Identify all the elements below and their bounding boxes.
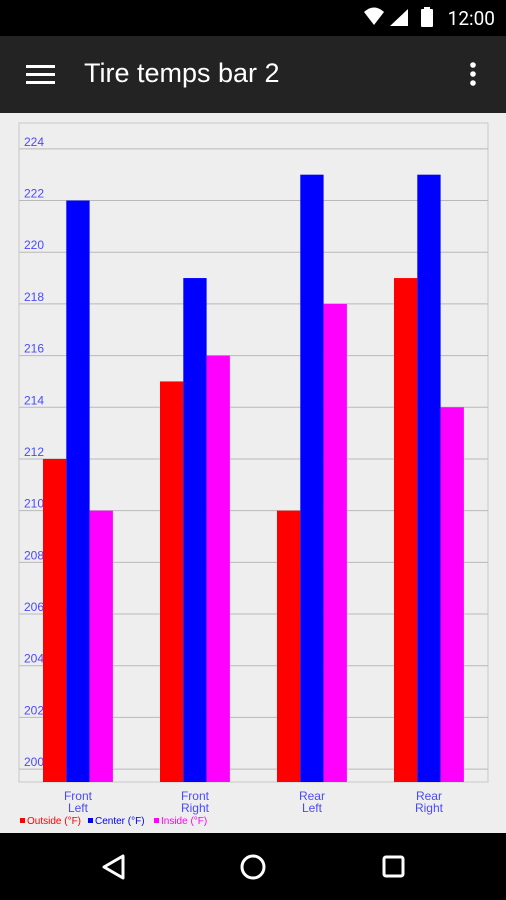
status-time: 12:00: [447, 7, 495, 30]
battery-icon: [421, 7, 433, 27]
x-tick-label: Left: [302, 801, 323, 815]
y-tick-label: 222: [24, 187, 44, 201]
bar: [183, 278, 207, 782]
legend-swatch: [88, 818, 93, 823]
bar: [394, 278, 418, 782]
y-tick-label: 204: [24, 652, 44, 666]
y-tick-label: 200: [24, 755, 44, 769]
bar: [43, 458, 67, 782]
chart-area: 200 202 204 206 208 210 212 214 216 218 220 222 224 F…: [0, 113, 506, 833]
x-tick-label: Left: [68, 801, 89, 815]
status-icons: [364, 7, 433, 27]
bar: [206, 355, 230, 782]
y-tick-label: 206: [24, 600, 44, 614]
x-tick-label: Front: [64, 789, 93, 803]
status-bar: 12:00: [0, 0, 506, 36]
page-title: Tire temps bar 2: [84, 58, 280, 88]
navigation-bar: [0, 833, 506, 900]
bar: [300, 174, 324, 782]
app-bar: Tire temps bar 2: [0, 36, 506, 113]
bar: [417, 174, 441, 782]
bar: [440, 407, 464, 782]
y-tick-label: 216: [24, 342, 44, 356]
x-tick-label: Rear: [299, 789, 325, 803]
y-tick-label: 212: [24, 445, 44, 459]
y-tick-label: 202: [24, 703, 44, 717]
bar-chart: 200 202 204 206 208 210 212 214 216 218 220 222 224 F…: [18, 122, 489, 827]
y-tick-label: 210: [24, 497, 44, 511]
hamburger-menu-icon[interactable]: [12, 36, 72, 113]
bar: [277, 510, 301, 782]
x-tick-label: Right: [415, 801, 444, 815]
back-icon[interactable]: [102, 854, 125, 880]
x-tick-label: Front: [181, 789, 210, 803]
recents-icon[interactable]: [382, 855, 405, 878]
x-tick-label: Rear: [416, 789, 442, 803]
wifi-icon: [364, 7, 384, 25]
cellular-signal-icon: [390, 9, 408, 26]
x-tick-label: Right: [181, 801, 210, 815]
y-tick-label: 208: [24, 548, 44, 562]
legend-label: Outside (°F): [27, 816, 81, 827]
legend-swatch: [20, 818, 25, 823]
y-tick-label: 214: [24, 393, 44, 407]
overflow-menu-icon[interactable]: [461, 36, 485, 113]
y-tick-label: 220: [24, 238, 44, 252]
legend-label: Inside (°F): [161, 816, 207, 827]
legend-swatch: [154, 818, 159, 823]
bar: [89, 510, 113, 782]
bar: [66, 200, 90, 782]
y-tick-label: 218: [24, 290, 44, 304]
home-icon[interactable]: [240, 854, 266, 880]
y-tick-label: 224: [24, 135, 44, 149]
legend-label: Center (°F): [95, 816, 145, 827]
bar: [323, 303, 347, 782]
bar: [160, 381, 184, 782]
